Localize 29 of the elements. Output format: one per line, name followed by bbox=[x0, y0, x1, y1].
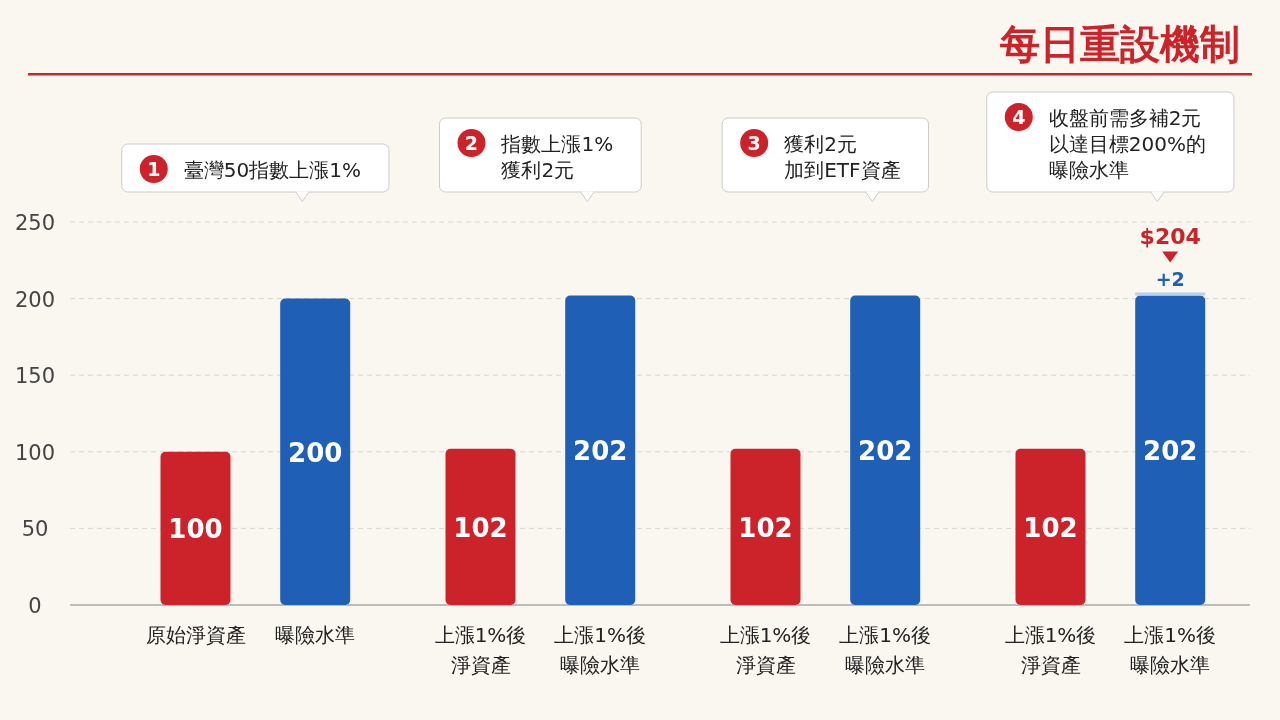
callout: 2 指數上漲1% 獲利2元 bbox=[439, 117, 642, 202]
y-tick-label: 0 bbox=[28, 594, 42, 618]
y-tick-label: 100 bbox=[14, 440, 56, 465]
total-label: $204 bbox=[1139, 224, 1201, 250]
x-tick-label: 曝險水準 bbox=[275, 623, 356, 647]
y-tick-label: 250 bbox=[14, 211, 56, 235]
data-label: 102 bbox=[738, 512, 793, 543]
callout: 4 收盤前需多補2元 以達目標200%的 曝險水準 bbox=[986, 91, 1235, 202]
data-label: 202 bbox=[1143, 436, 1198, 467]
x-tick-label: 上漲1%後曝險水準 bbox=[839, 623, 932, 677]
data-label: 100 bbox=[168, 514, 223, 545]
data-label: 202 bbox=[858, 436, 913, 467]
data-label: 200 bbox=[288, 437, 343, 468]
x-tick-label: 上漲1%後曝險水準 bbox=[1124, 623, 1217, 677]
x-tick-label: 上漲1%後淨資產 bbox=[434, 623, 527, 677]
callout: 1 臺灣50指數上漲1% bbox=[121, 143, 390, 202]
data-label: 202 bbox=[573, 436, 628, 467]
y-tick-label: 200 bbox=[14, 287, 56, 312]
data-label: 102 bbox=[453, 512, 508, 543]
x-tick-label: 上漲1%後曝險水準 bbox=[554, 623, 647, 677]
x-tick-label: 原始淨資產 bbox=[145, 623, 246, 647]
data-label: +2 bbox=[1155, 268, 1185, 291]
y-tick-label: 150 bbox=[14, 364, 56, 389]
callout: 3 獲利2元 加到ETF資產 bbox=[721, 117, 930, 202]
x-tick-label: 上漲1%後淨資產 bbox=[1004, 623, 1097, 677]
chart-title: 每日重設機制 bbox=[999, 21, 1240, 67]
y-tick-label: 50 bbox=[21, 517, 49, 542]
x-tick-label: 上漲1%後淨資產 bbox=[719, 623, 812, 677]
data-label: 102 bbox=[1023, 512, 1078, 543]
